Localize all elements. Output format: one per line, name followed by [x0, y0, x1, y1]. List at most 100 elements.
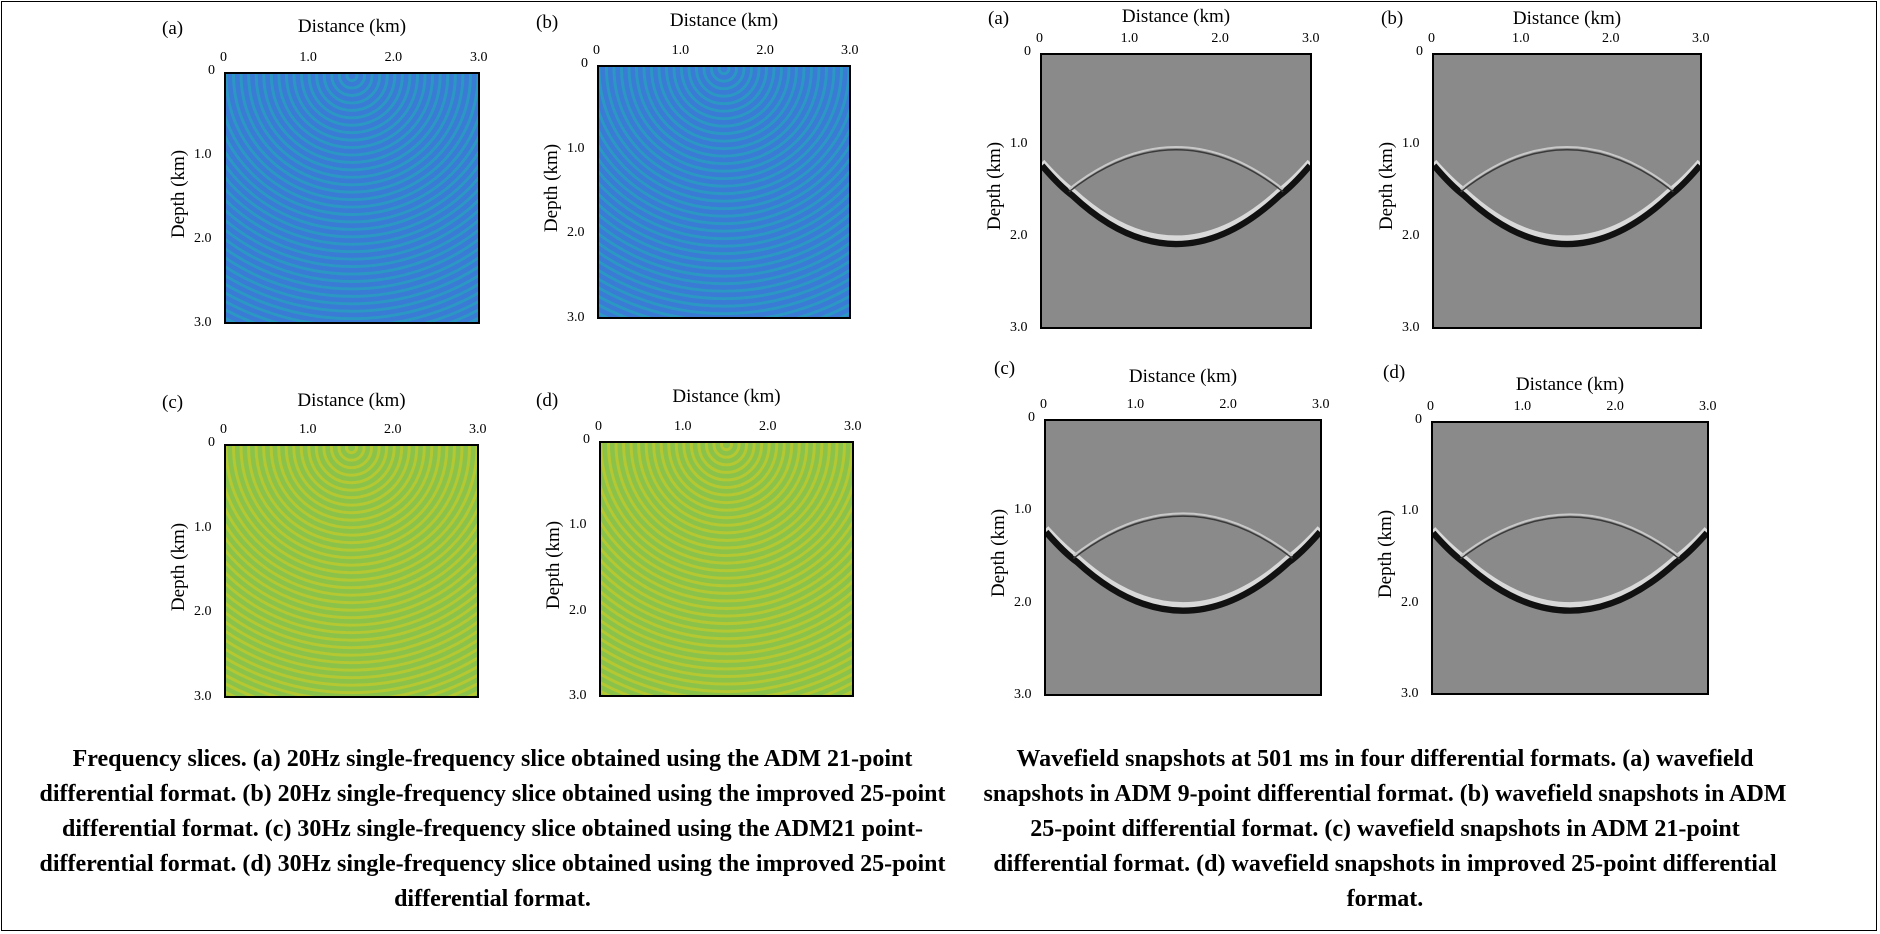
right-panel-3-wavefront-main	[1433, 530, 1707, 614]
right-panel-1-ylabel: Depth (km)	[1376, 142, 1397, 231]
right-panel-1-plot	[1432, 53, 1702, 329]
right-panel-3-letter: (d)	[1383, 362, 1406, 383]
left-panel-2-xtick: 0	[220, 422, 227, 437]
right-panel-2-ytick: 0	[1028, 410, 1035, 425]
right-panel-1-wavefront-main	[1434, 163, 1700, 248]
right-panel-0-ylabel: Depth (km)	[984, 142, 1005, 231]
left-panel-3-ylabel: Depth (km)	[543, 520, 564, 609]
right-panel-0-ytick: 0	[1024, 44, 1031, 59]
left-panel-1-xtick: 3.0	[841, 43, 859, 58]
right-panel-3-reflected-arc	[1459, 516, 1681, 560]
left-panel-1-ytick: 1.0	[567, 140, 585, 156]
right-panel-1-reflected-arc	[1460, 149, 1674, 193]
left-panel-2-xlabel: Distance (km)	[297, 390, 406, 411]
left-panel-2-xtick: 3.0	[469, 422, 487, 437]
left-panel-3-ytick: 2.0	[569, 602, 587, 618]
right-panel-1-wavefront-halo	[1434, 159, 1700, 242]
right-panel-0-xtick: 0	[1036, 31, 1043, 46]
right-panel-2-xlabel: Distance (km)	[1128, 366, 1238, 387]
right-panel-3-ylabel: Depth (km)	[1375, 509, 1396, 598]
right-panel-2-wavefront-halo	[1046, 526, 1320, 609]
left-panel-3-letter: (d)	[536, 390, 559, 411]
right-panel-2-xtick: 1.0	[1126, 397, 1145, 412]
right-panel-0-plot	[1040, 53, 1312, 329]
left-panel-2-ytick: 0	[208, 435, 215, 450]
left-panel-3-ytick: 3.0	[569, 688, 587, 703]
right-panel-3-ytick: 1.0	[1401, 503, 1419, 519]
right-panel-1-ytick: 0	[1416, 44, 1423, 59]
right-panel-0-xtick: 3.0	[1302, 31, 1320, 46]
right-panel-2-xtick: 3.0	[1312, 397, 1330, 412]
left-panel-0-wave-rings	[226, 74, 478, 322]
left-panel-0-ylabel: Depth (km)	[168, 149, 189, 239]
left-panel-2-ytick: 1.0	[194, 519, 212, 535]
right-panel-1-ytick: 2.0	[1402, 228, 1420, 243]
right-panel-0-wavefront-halo	[1042, 159, 1310, 242]
left-panel-0-ytick: 3.0	[194, 315, 212, 330]
left-panel-3-plot	[599, 441, 854, 697]
left-panel-2-xtick: 2.0	[384, 422, 402, 437]
right-panel-0-ytick: 2.0	[1010, 228, 1028, 243]
right-panel-3-wavefront-halo	[1433, 527, 1707, 609]
left-panel-1-ytick: 3.0	[567, 310, 585, 325]
left-panel-2-xtick: 1.0	[299, 422, 317, 437]
right-panel-2-ytick: 2.0	[1014, 594, 1032, 610]
right-panel-2-reflected-arc	[1072, 515, 1294, 559]
right-panel-0-ytick: 3.0	[1010, 320, 1028, 335]
left-panel-2-ytick: 2.0	[194, 604, 212, 620]
right-panel-3-ytick: 3.0	[1401, 686, 1419, 701]
right-panel-3-xlabel: Distance (km)	[1515, 374, 1625, 395]
right-panel-3-ytick: 2.0	[1401, 594, 1419, 610]
right-panel-2-reflected-arc-light	[1072, 512, 1294, 557]
left-panel-0-plot	[224, 72, 480, 324]
left-panel-0-ytick: 2.0	[194, 231, 212, 246]
right-panel-3-xtick: 1.0	[1513, 399, 1532, 414]
right-panel-0-letter: (a)	[988, 8, 1010, 29]
left-panel-3-ytick: 0	[583, 432, 590, 447]
right-panel-2-xtick: 0	[1040, 397, 1047, 412]
left-panel-3-xtick: 2.0	[759, 419, 777, 434]
right-panel-2-letter: (c)	[994, 358, 1016, 379]
right-panel-3-plot	[1431, 421, 1709, 695]
left-panel-2-plot	[224, 444, 479, 698]
right-panel-3-xtick: 2.0	[1606, 399, 1624, 414]
right-panel-1-ytick: 1.0	[1402, 136, 1420, 151]
left-panel-1-wave-rings	[599, 67, 849, 317]
left-panel-1-ylabel: Depth (km)	[541, 143, 562, 232]
right-panel-2-ylabel: Depth (km)	[988, 508, 1009, 598]
right-panel-0-reflected-arc-light	[1068, 146, 1284, 190]
right-panel-1-ytick: 3.0	[1402, 320, 1420, 335]
right-panel-2-xtick: 2.0	[1219, 397, 1237, 412]
left-panel-3-wave-rings	[601, 443, 852, 695]
left-panel-0-xlabel: Distance (km)	[297, 16, 407, 37]
left-panel-0-xtick: 2.0	[384, 50, 403, 65]
right-panel-1-reflected-arc-light	[1460, 146, 1674, 190]
right-panel-2-wavefront-main	[1046, 529, 1320, 614]
left-panel-0-ytick: 0	[208, 63, 215, 78]
right-panel-3-ytick: 0	[1415, 412, 1422, 427]
right-panel-0-reflected-arc	[1068, 149, 1284, 193]
left-panel-1-letter: (b)	[536, 12, 559, 33]
left-panel-3-xtick: 3.0	[844, 419, 862, 434]
right-panel-1-xtick: 3.0	[1692, 31, 1710, 46]
left-panel-2-letter: (c)	[162, 392, 184, 413]
left-panel-3-xlabel: Distance (km)	[672, 386, 781, 407]
right-panel-2-ytick: 1.0	[1014, 502, 1032, 518]
left-panel-0-xtick: 3.0	[470, 50, 488, 65]
right-panel-3-reflected-arc-light	[1459, 513, 1681, 557]
left-panel-1-xtick: 2.0	[756, 43, 774, 58]
right-panel-0-ytick: 1.0	[1010, 136, 1028, 151]
right-panel-0-xlabel: Distance (km)	[1121, 6, 1231, 27]
right-panel-1-xlabel: Distance (km)	[1512, 8, 1622, 29]
right-panel-3-xtick: 0	[1427, 399, 1434, 414]
right-panel-1-xtick: 1.0	[1512, 31, 1530, 46]
left-panel-0-letter: (a)	[162, 18, 184, 39]
left-panel-1-xtick: 1.0	[671, 43, 690, 58]
right-panel-1-xtick: 0	[1428, 31, 1435, 46]
left-panel-2-ytick: 3.0	[194, 689, 212, 704]
left-panel-0-ytick: 1.0	[194, 147, 212, 162]
left-panel-3-ytick: 1.0	[569, 517, 587, 533]
left-panel-0-xtick: 1.0	[299, 50, 317, 65]
right-panel-0-wavefront-main	[1042, 163, 1310, 248]
